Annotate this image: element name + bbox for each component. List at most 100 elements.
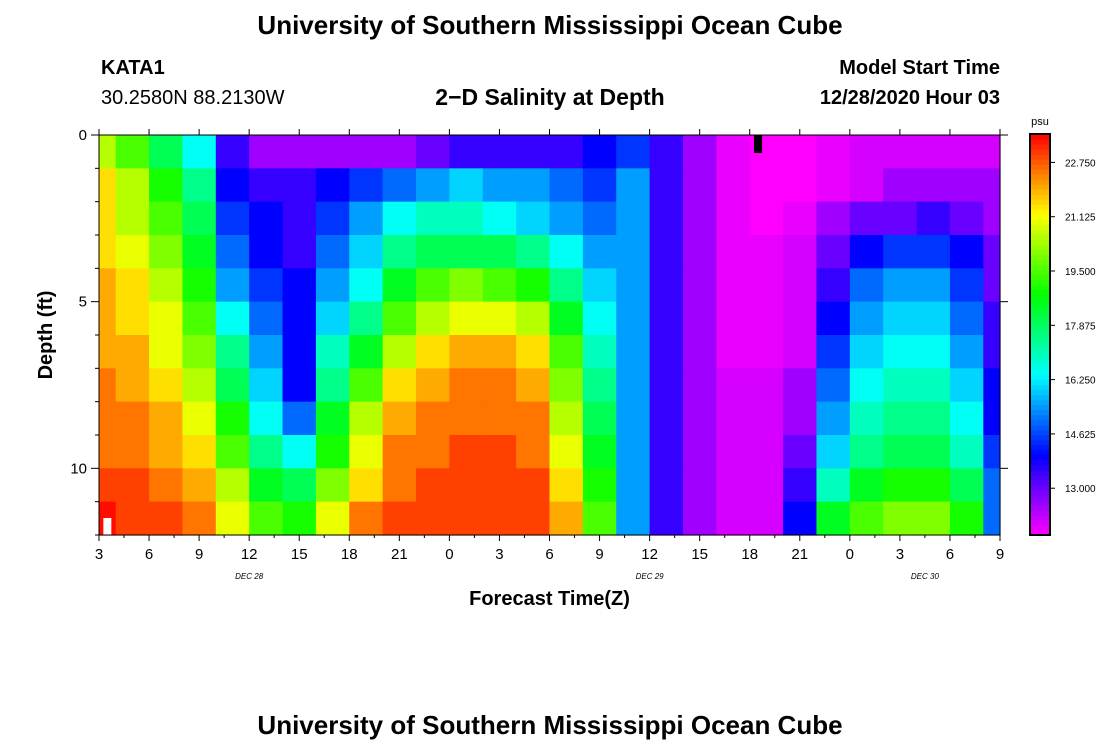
heatmap-cell: [582, 368, 617, 403]
heatmap-cell: [115, 335, 150, 369]
heatmap-cell: [249, 335, 284, 369]
heatmap-cell: [549, 468, 584, 503]
heatmap-cell: [349, 235, 384, 269]
heatmap-cell: [682, 368, 717, 403]
heatmap-cell: [849, 168, 884, 203]
colorbar-segment: [1030, 504, 1050, 511]
colorbar-tick-label: 13.000: [1065, 484, 1096, 495]
heatmap-cell: [382, 301, 417, 336]
heatmap-cell: [416, 301, 450, 336]
heatmap-cell: [482, 201, 517, 236]
heatmap-cell: [182, 335, 217, 369]
heatmap-cell: [449, 501, 484, 536]
heatmap-cell: [182, 268, 217, 303]
heatmap-cell: [382, 501, 417, 536]
heatmap-cell: [649, 168, 684, 203]
colorbar-segment: [1030, 229, 1050, 235]
heatmap-cell: [99, 135, 117, 169]
heatmap-cell: [282, 335, 317, 369]
colorbar-segment: [1030, 524, 1050, 531]
x-tick-label: 18: [341, 546, 358, 563]
x-tick-label: 6: [545, 546, 553, 563]
colorbar-segment: [1030, 224, 1050, 230]
colorbar-segment: [1030, 274, 1050, 280]
heatmap-cell: [282, 168, 317, 203]
heatmap-cell: [916, 235, 951, 269]
heatmap-cell: [649, 435, 684, 469]
heatmap-cell: [282, 268, 317, 303]
heatmap-cell: [416, 401, 450, 436]
colorbar-segment: [1030, 214, 1050, 220]
heatmap-cell: [416, 201, 450, 236]
heatmap-cell: [783, 335, 818, 369]
heatmap-cell: [749, 168, 784, 203]
heatmap-cell: [983, 301, 1001, 336]
heatmap-cell: [849, 335, 884, 369]
colorbar-segment: [1030, 434, 1050, 441]
heatmap-cell: [482, 368, 517, 403]
heatmap-cell: [716, 368, 751, 403]
heatmap-cell: [616, 435, 651, 469]
colorbar-segment: [1030, 374, 1050, 381]
heatmap-cell: [649, 201, 684, 236]
heatmap-cell: [115, 368, 150, 403]
heatmap-cell: [349, 135, 384, 169]
heatmap-cell: [482, 135, 517, 169]
colorbar-segment: [1030, 254, 1050, 260]
colorbar-tick-label: 19.500: [1065, 267, 1096, 278]
heatmap-cell: [99, 335, 117, 369]
heatmap-cell: [749, 501, 784, 536]
page-title: University of Southern Mississippi Ocean…: [257, 10, 843, 40]
x-tick-label: 6: [145, 546, 153, 563]
colorbar-segment: [1030, 289, 1050, 295]
x-tick-label: 12: [641, 546, 658, 563]
heatmap-cell: [449, 301, 484, 336]
x-tick-label: 18: [741, 546, 758, 563]
heatmap-cell: [149, 235, 184, 269]
heatmap-cell: [816, 468, 851, 503]
colorbar-segment: [1030, 414, 1050, 421]
heatmap-cell: [182, 235, 217, 269]
heatmap-cell: [916, 335, 951, 369]
heatmap-cell: [249, 368, 284, 403]
colorbar-tick-label: 22.750: [1065, 158, 1096, 169]
heatmap-cell: [949, 335, 984, 369]
colorbar-segment: [1030, 149, 1050, 155]
heatmap-cell: [449, 201, 484, 236]
colorbar-segment: [1030, 409, 1050, 416]
heatmap-cell: [582, 501, 617, 536]
heatmap-cell: [716, 401, 751, 436]
colorbar-segment: [1030, 379, 1050, 386]
heatmap-cell: [883, 235, 918, 269]
heatmap-cell: [582, 168, 617, 203]
heatmap-cell: [849, 468, 884, 503]
heatmap-cell: [416, 168, 450, 203]
heatmap-cell: [416, 335, 450, 369]
heatmap-cell: [382, 268, 417, 303]
heatmap-cell: [549, 268, 584, 303]
heatmap-cell: [315, 501, 350, 536]
heatmap-cell: [949, 501, 984, 536]
heatmap-cell: [149, 401, 184, 436]
heatmap-cell: [215, 335, 250, 369]
heatmap-cell: [582, 235, 617, 269]
heatmap-cell: [282, 301, 317, 336]
x-axis-title: Forecast Time(Z): [469, 588, 630, 610]
heatmap-cell: [582, 435, 617, 469]
heatmap-cell: [883, 401, 918, 436]
heatmap-cell: [816, 401, 851, 436]
heatmap-cell: [783, 268, 818, 303]
colorbar-segment: [1030, 169, 1050, 175]
heatmap-cell: [215, 468, 250, 503]
heatmap-cell: [849, 368, 884, 403]
colorbar-segment: [1030, 279, 1050, 285]
heatmap-cell: [516, 201, 551, 236]
heatmap-cell: [516, 268, 551, 303]
heatmap-cell: [649, 268, 684, 303]
colorbar-segment: [1030, 364, 1050, 371]
heatmap-cell: [115, 135, 150, 169]
heatmap-cell: [582, 135, 617, 169]
heatmap-cell: [349, 435, 384, 469]
heatmap-cell: [749, 368, 784, 403]
heatmap-cell: [115, 468, 150, 503]
